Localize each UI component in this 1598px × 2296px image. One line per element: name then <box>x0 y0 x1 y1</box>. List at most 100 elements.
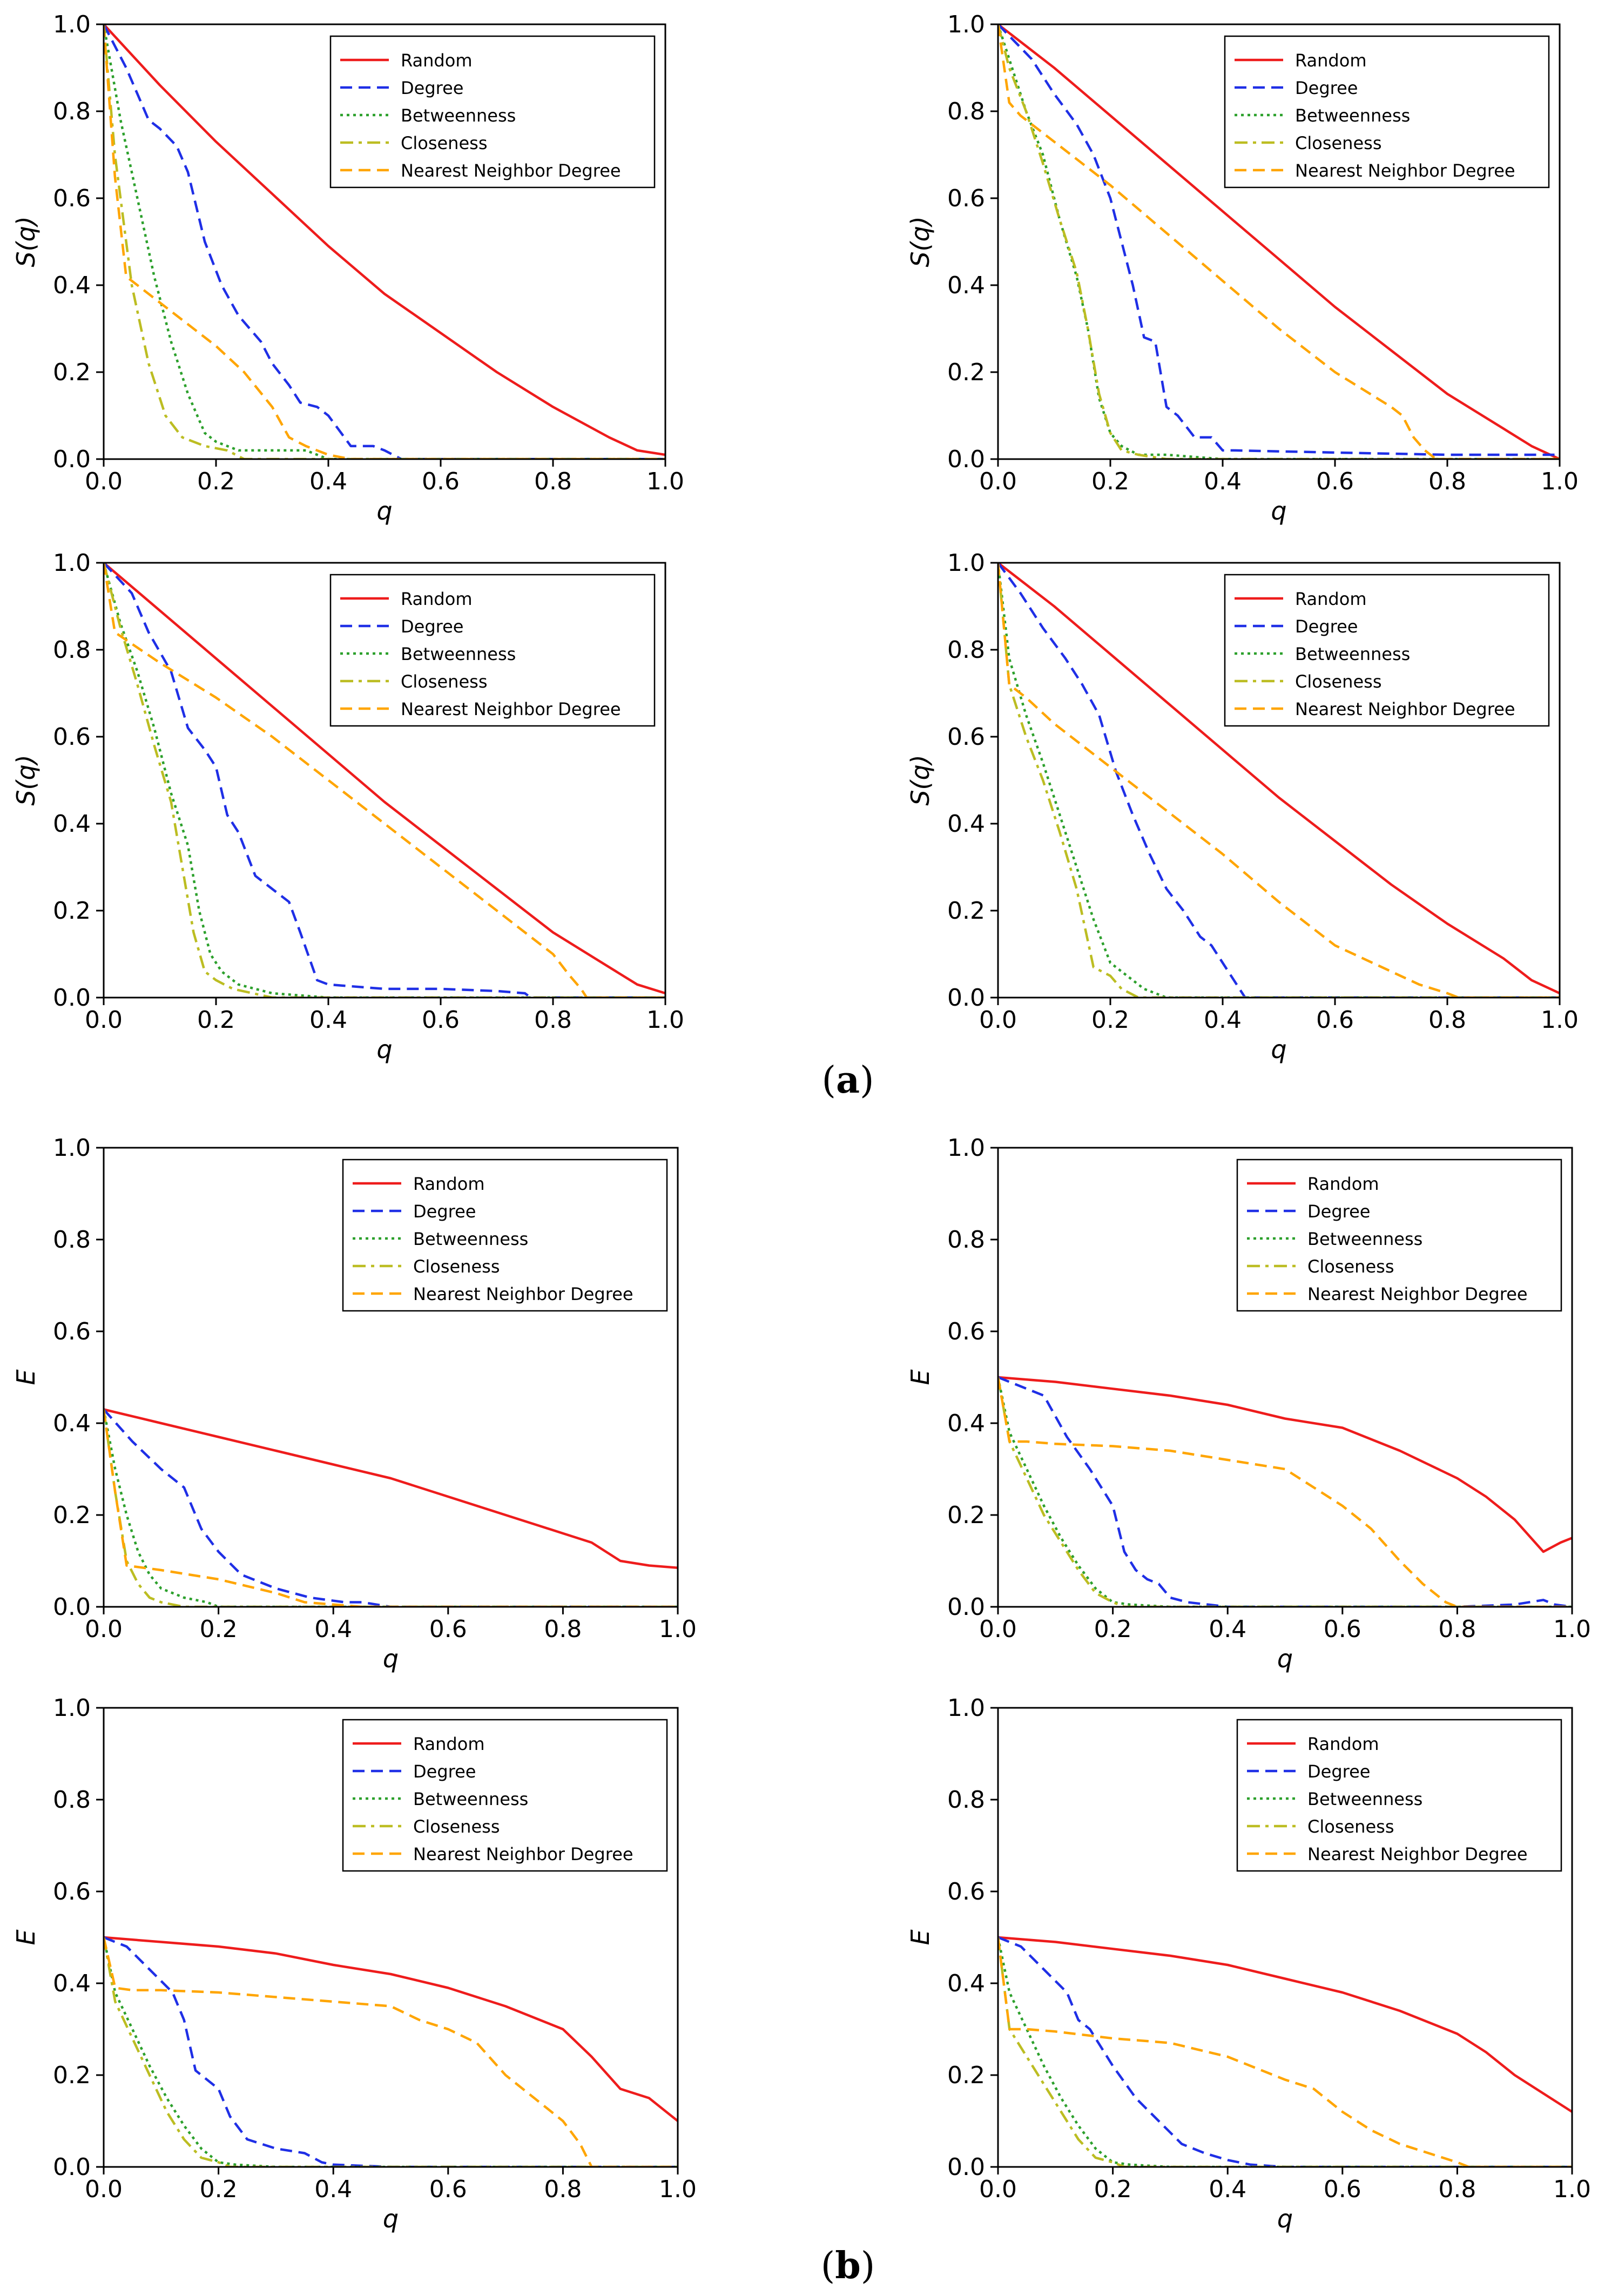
series-line-betweenness <box>104 1937 678 2167</box>
x-tick-label: 1.0 <box>646 1006 684 1034</box>
panel-b-letter: b <box>835 2244 861 2287</box>
x-tick-label: 0.6 <box>422 1006 460 1034</box>
x-tick-label: 0.6 <box>1316 468 1354 495</box>
x-tick-label: 0.6 <box>1324 2176 1361 2203</box>
series-line-random <box>998 1376 1572 1553</box>
chart-3: 0.0 0.2 0.4 0.6 0.8 1.0 0.0 0.2 0.4 0.6 0.8 1.0 q S(q… <box>11 549 684 1064</box>
x-tick-label: 0.6 <box>429 2176 467 2203</box>
legend-entry: Random <box>1295 589 1366 609</box>
series-line-closeness <box>104 563 665 998</box>
legend: Random Degree Betweenness Closeness Nearest … <box>329 35 656 188</box>
x-tick-label: 0.4 <box>1204 468 1242 495</box>
x-tick-label: 0.8 <box>534 468 572 495</box>
y-tick-label: 0.6 <box>53 1878 91 1906</box>
series-line-degree <box>998 1376 1572 1607</box>
legend-entry: Nearest Neighbor Degree <box>1307 1284 1528 1304</box>
legend: Random Degree Betweenness Closeness Nearest … <box>1224 35 1550 188</box>
legend-entry: Random <box>401 589 472 609</box>
y-tick-label: 0.0 <box>53 984 91 1012</box>
legend-entry: Betweenness <box>1295 644 1410 664</box>
x-tick-label: 0.4 <box>1209 1615 1246 1643</box>
legend-entry: Betweenness <box>1307 1789 1422 1809</box>
series-line-closeness <box>104 24 665 459</box>
axes-frame <box>103 562 666 999</box>
x-tick-label: 0.8 <box>1428 1006 1466 1034</box>
x-tick-label: 0.0 <box>979 2176 1017 2203</box>
axes-frame <box>997 1147 1573 1608</box>
x-tick-label: 1.0 <box>1553 2176 1591 2203</box>
legend-box <box>342 1159 668 1312</box>
legend-entry: Random <box>1307 1174 1379 1194</box>
legend-entry: Closeness <box>1295 671 1381 692</box>
y-tick-label: 0.6 <box>947 185 985 212</box>
y-tick-label: 1.0 <box>947 1694 985 1722</box>
x-tick-label: 0.0 <box>85 468 123 495</box>
series-line-degree <box>104 1409 678 1607</box>
legend-entry: Degree <box>401 616 463 637</box>
x-tick-label: 0.2 <box>1094 1615 1132 1643</box>
y-tick-label: 0.0 <box>53 2153 91 2181</box>
x-tick-label: 0.4 <box>1209 2176 1246 2203</box>
series-line-nearest-neighbor-degree <box>104 1409 678 1607</box>
series-line-nearest-neighbor-degree <box>104 24 665 459</box>
legend-entry: Degree <box>413 1761 476 1782</box>
x-tick-label: 0.2 <box>197 1006 235 1034</box>
x-tick-label: 0.2 <box>200 2176 238 2203</box>
x-tick-label: 0.2 <box>1094 2176 1132 2203</box>
series-group <box>104 24 665 459</box>
y-tick-label: 0.4 <box>53 1410 91 1437</box>
legend-entry: Betweenness <box>413 1789 528 1809</box>
y-tick-label: 0.6 <box>53 1318 91 1345</box>
legend-entry: Degree <box>1295 78 1358 98</box>
legend-entry: Betweenness <box>1295 105 1410 126</box>
series-group <box>104 1936 678 2167</box>
legend-box <box>342 1719 668 1872</box>
legend-entry: Betweenness <box>413 1229 528 1249</box>
x-tick-label: 0.0 <box>979 1615 1017 1643</box>
legend: Random Degree Betweenness Closeness Nearest … <box>342 1159 668 1312</box>
y-tick-label: 1.0 <box>53 1134 91 1162</box>
x-axis-label: q <box>1277 2204 1293 2233</box>
y-tick-label: 0.4 <box>53 810 91 838</box>
series-line-nearest-neighbor-degree <box>104 563 665 998</box>
legend-entry: Closeness <box>1307 1816 1394 1837</box>
legend-entry: Closeness <box>413 1816 500 1837</box>
series-line-nearest-neighbor-degree <box>998 563 1560 998</box>
y-tick-label: 0.6 <box>947 723 985 751</box>
x-tick-label: 0.8 <box>1428 468 1466 495</box>
y-tick-label: 0.0 <box>947 984 985 1012</box>
panel-b-label: (b) <box>820 2244 875 2287</box>
chart-6: 0.0 0.2 0.4 0.6 0.8 1.0 0.0 0.2 0.4 0.6 0.8 1.0 q E Ra… <box>906 1134 1591 1673</box>
y-tick-label: 0.8 <box>53 98 91 125</box>
x-tick-label: 0.4 <box>1204 1006 1242 1034</box>
y-axis-label: S(q) <box>906 216 935 267</box>
chart-8: 0.0 0.2 0.4 0.6 0.8 1.0 0.0 0.2 0.4 0.6 0.8 1.0 q E Ra… <box>906 1694 1591 2233</box>
y-tick-label: 0.8 <box>947 1226 985 1254</box>
legend-entry: Closeness <box>1295 133 1381 153</box>
x-tick-label: 0.4 <box>314 1615 352 1643</box>
series-line-random <box>104 24 665 456</box>
y-tick-label: 1.0 <box>53 1694 91 1722</box>
y-tick-label: 0.4 <box>947 272 985 299</box>
x-tick-label: 0.6 <box>429 1615 467 1643</box>
series-group <box>998 1376 1572 1607</box>
legend-entry: Closeness <box>413 1256 500 1277</box>
y-axis-label: E <box>11 1929 41 1945</box>
axes-frame <box>997 562 1561 999</box>
y-tick-label: 0.0 <box>53 1593 91 1621</box>
x-tick-label: 1.0 <box>646 468 684 495</box>
y-tick-label: 0.4 <box>947 810 985 838</box>
series-line-nearest-neighbor-degree <box>998 24 1560 459</box>
y-tick-label: 0.0 <box>947 1593 985 1621</box>
legend-entry: Nearest Neighbor Degree <box>1295 699 1515 719</box>
y-tick-label: 0.2 <box>53 1502 91 1529</box>
y-tick-label: 0.4 <box>53 272 91 299</box>
y-tick-label: 0.4 <box>53 1970 91 1997</box>
y-tick-label: 0.2 <box>53 897 91 925</box>
series-line-degree <box>998 563 1560 998</box>
series-line-random <box>104 563 665 995</box>
series-line-closeness <box>104 1409 678 1607</box>
legend-entry: Random <box>1307 1734 1379 1754</box>
x-tick-label: 0.0 <box>979 468 1017 495</box>
